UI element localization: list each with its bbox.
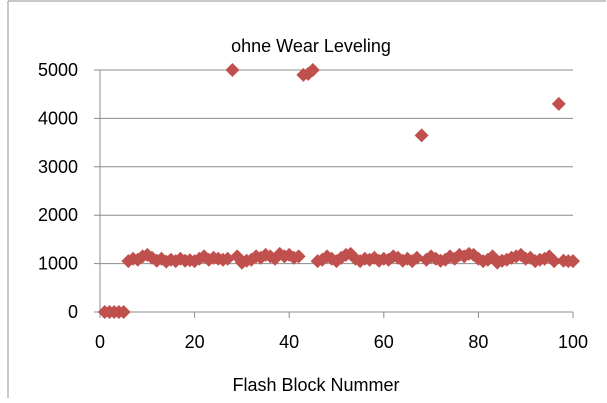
y-tick-labels: 0 1000 2000 3000 4000 5000 bbox=[38, 60, 78, 322]
gridlines bbox=[100, 69, 573, 265]
x-tick-label-4: 80 bbox=[468, 332, 488, 352]
data-point-0-99 bbox=[566, 254, 580, 269]
axes bbox=[94, 69, 574, 318]
data-point-0-26 bbox=[220, 251, 235, 266]
x-axis-label: Flash Block Nummer bbox=[232, 375, 399, 395]
data-point-0-37 bbox=[272, 246, 287, 261]
data-point-0-20 bbox=[192, 251, 207, 266]
x-tick-labels: 0 20 40 60 80 100 bbox=[95, 332, 588, 352]
data-point-0-27 bbox=[225, 63, 240, 77]
data-point-0-44 bbox=[305, 63, 320, 77]
x-tick-label-1: 20 bbox=[185, 332, 205, 352]
data-point-0-96 bbox=[551, 96, 566, 111]
y-tick-label-0: 0 bbox=[68, 302, 78, 322]
y-tick-label-2: 2000 bbox=[38, 205, 78, 225]
data-point-0-93 bbox=[537, 251, 552, 266]
data-point-0-95 bbox=[547, 254, 562, 269]
data-point-0-36 bbox=[268, 251, 283, 266]
chart-title: ohne Wear Leveling bbox=[231, 36, 391, 56]
data-point-0-67 bbox=[414, 128, 429, 143]
data-points bbox=[97, 63, 580, 319]
y-tick-label-4: 4000 bbox=[38, 108, 78, 128]
data-point-0-41 bbox=[291, 249, 306, 264]
data-point-0-66 bbox=[409, 250, 424, 265]
y-tick-label-3: 3000 bbox=[38, 157, 78, 177]
x-tick-label-3: 60 bbox=[374, 332, 394, 352]
data-point-0-52 bbox=[343, 246, 358, 261]
y-tick-label-5: 5000 bbox=[38, 60, 78, 80]
data-point-0-74 bbox=[447, 251, 462, 266]
x-tick-label-0: 0 bbox=[95, 332, 105, 352]
x-tick-label-2: 40 bbox=[279, 332, 299, 352]
y-tick-label-1: 1000 bbox=[38, 254, 78, 274]
x-tick-label-5: 100 bbox=[558, 332, 588, 352]
data-point-0-4 bbox=[116, 305, 131, 319]
